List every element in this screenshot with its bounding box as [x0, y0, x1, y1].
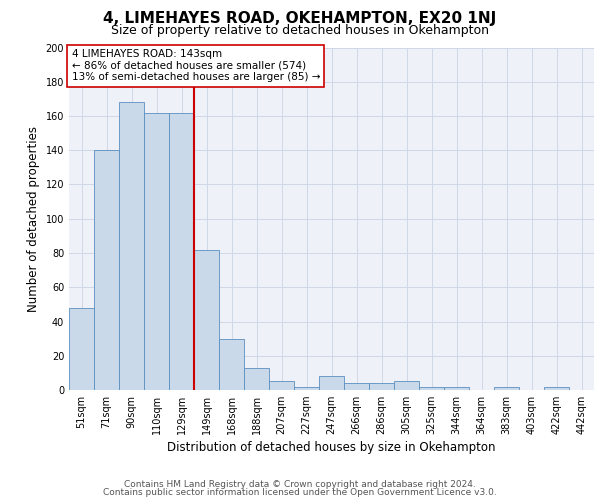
- Bar: [394, 382, 419, 390]
- Text: 4 LIMEHAYES ROAD: 143sqm
← 86% of detached houses are smaller (574)
13% of semi-: 4 LIMEHAYES ROAD: 143sqm ← 86% of detach…: [71, 49, 320, 82]
- Text: 4, LIMEHAYES ROAD, OKEHAMPTON, EX20 1NJ: 4, LIMEHAYES ROAD, OKEHAMPTON, EX20 1NJ: [103, 12, 497, 26]
- Bar: [269, 382, 294, 390]
- Bar: [494, 386, 519, 390]
- Text: Contains public sector information licensed under the Open Government Licence v3: Contains public sector information licen…: [103, 488, 497, 497]
- Bar: [544, 386, 569, 390]
- Bar: [194, 250, 219, 390]
- Bar: [144, 112, 169, 390]
- Bar: [244, 368, 269, 390]
- Bar: [319, 376, 344, 390]
- Bar: [444, 386, 469, 390]
- Bar: [369, 383, 394, 390]
- Bar: [169, 112, 194, 390]
- Bar: [219, 338, 244, 390]
- Bar: [344, 383, 369, 390]
- Y-axis label: Number of detached properties: Number of detached properties: [27, 126, 40, 312]
- Text: Contains HM Land Registry data © Crown copyright and database right 2024.: Contains HM Land Registry data © Crown c…: [124, 480, 476, 489]
- Bar: [294, 386, 319, 390]
- Bar: [94, 150, 119, 390]
- Text: Size of property relative to detached houses in Okehampton: Size of property relative to detached ho…: [111, 24, 489, 37]
- Bar: [69, 308, 94, 390]
- Bar: [119, 102, 144, 390]
- Bar: [419, 386, 444, 390]
- X-axis label: Distribution of detached houses by size in Okehampton: Distribution of detached houses by size …: [167, 442, 496, 454]
